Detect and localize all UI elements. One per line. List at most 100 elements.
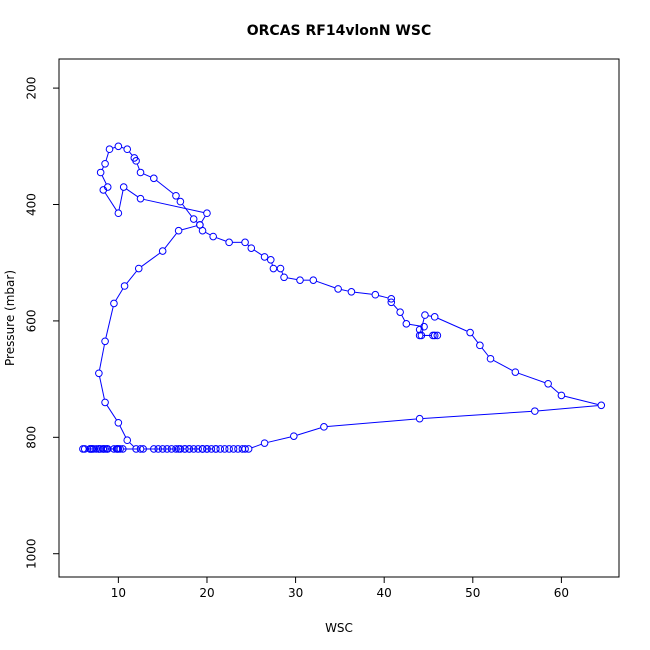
y-tick-label: 200 [25, 77, 39, 100]
data-point [334, 285, 342, 293]
series-line-segment [156, 180, 174, 195]
data-point [99, 186, 108, 194]
x-tick-label: 30 [288, 586, 303, 600]
data-point [185, 445, 194, 453]
series-line-segment [493, 359, 513, 371]
data-point [320, 423, 328, 431]
data-point [158, 247, 167, 255]
series-line-segment [126, 270, 137, 284]
series-line-segment [115, 288, 124, 301]
data-point [112, 445, 121, 453]
y-tick-label: 600 [25, 309, 39, 332]
data-point [244, 445, 253, 453]
data-point [158, 445, 167, 453]
x-tick-label: 20 [199, 586, 214, 600]
series-line-segment [181, 225, 197, 231]
data-point [466, 328, 474, 337]
data-point [189, 215, 198, 223]
series-line-segment [105, 306, 114, 338]
data-point [101, 398, 109, 407]
series-line-segment [437, 317, 468, 332]
data-point [136, 168, 145, 177]
data-point [203, 445, 211, 453]
data-point [139, 445, 147, 453]
y-axis: 200 400 600 800 1000 [25, 77, 59, 569]
x-tick-label: 50 [465, 586, 480, 600]
data-point [114, 418, 123, 427]
data-point [123, 145, 132, 154]
data-point [476, 341, 484, 350]
series-line-segment [143, 198, 204, 213]
data-point [110, 299, 118, 308]
series-line-segment [118, 190, 124, 210]
series-line-segment [564, 395, 599, 405]
x-axis-label: WSC [325, 621, 353, 635]
series-line-segment [341, 289, 349, 292]
data-point [154, 445, 163, 453]
series-line-segment [297, 427, 321, 436]
series-line-segment [518, 372, 545, 384]
data-point [86, 445, 94, 453]
series-line-segment [104, 192, 117, 211]
series-line-segment [106, 405, 117, 421]
data-point [196, 221, 204, 229]
data-point [172, 191, 180, 200]
data-point [130, 154, 139, 162]
data-point [194, 445, 202, 453]
series-line-segment [121, 146, 125, 149]
data-point [511, 368, 520, 376]
series-line-segment [164, 233, 177, 249]
series-line-segment [327, 418, 417, 428]
data-point [396, 308, 404, 316]
data-point [544, 379, 552, 388]
data-point [531, 407, 539, 415]
data-point [99, 445, 108, 453]
data-point [387, 294, 396, 303]
data-point [402, 320, 411, 328]
series-line-segment [112, 146, 116, 149]
series-line-segment [143, 173, 151, 178]
series-line-segment [205, 231, 211, 236]
x-axis: 10 20 30 40 50 60 [111, 577, 569, 600]
data-point [347, 288, 356, 296]
series-line-segment [471, 335, 479, 343]
series-line-segment [316, 280, 335, 289]
series-line-segment [428, 315, 432, 317]
data-point [415, 414, 424, 423]
data-point [198, 445, 207, 453]
y-tick-label: 800 [25, 426, 39, 449]
series-line-segment [105, 152, 109, 161]
x-tick-label: 40 [377, 586, 392, 600]
data-point [207, 445, 216, 453]
data-point [229, 445, 238, 453]
y-tick-label: 1000 [25, 538, 39, 569]
x-tick-label: 10 [111, 586, 126, 600]
series-line-segment [354, 291, 372, 295]
data-point [203, 209, 211, 218]
series-line-segment [251, 443, 262, 449]
series-line-segment [287, 277, 297, 281]
data-point [120, 282, 129, 290]
data-point [260, 439, 269, 447]
data-point [172, 445, 180, 453]
data-point [114, 209, 123, 218]
series-line-segment [101, 166, 104, 170]
series-line-segment [393, 304, 399, 310]
series-line-segment [129, 442, 134, 447]
data-point [101, 159, 109, 168]
series-line-segment [101, 175, 107, 185]
series-line-segment [129, 151, 133, 156]
series-line-segment [538, 405, 598, 412]
chart-title: ORCAS RF14vlonN WSC [247, 23, 431, 39]
series-line-segment [182, 204, 192, 217]
x-tick-label: 60 [554, 586, 569, 600]
series-line-segment [401, 315, 406, 321]
y-axis-label: Pressure (mbar) [3, 270, 17, 366]
series-line-segment [253, 249, 262, 256]
data-point [101, 337, 109, 346]
data-point [486, 354, 495, 363]
data-point [216, 445, 225, 453]
series-line-segment [216, 237, 227, 242]
data-point [174, 445, 183, 453]
